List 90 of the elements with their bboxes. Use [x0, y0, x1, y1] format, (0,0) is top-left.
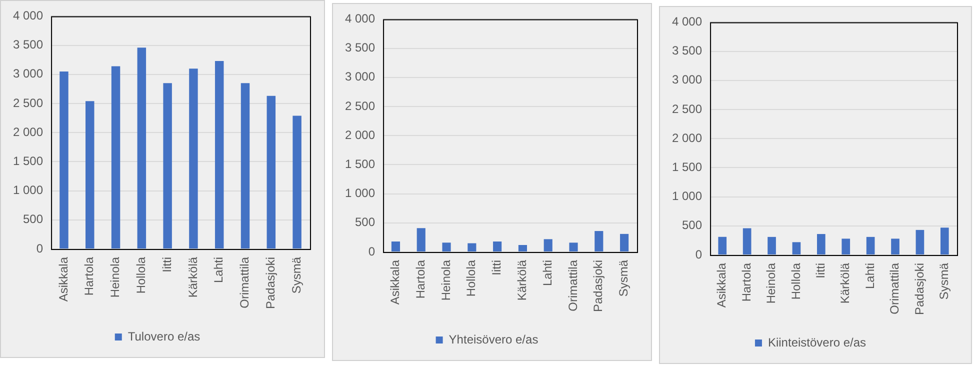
bar — [391, 241, 400, 252]
bar — [792, 242, 801, 254]
bar — [940, 228, 949, 254]
x-tick-label: Hollola — [464, 260, 478, 297]
y-tick-label: 0 — [368, 244, 376, 258]
y-tick-label: 2 500 — [13, 96, 44, 110]
y-tick-label: 1 500 — [672, 160, 702, 174]
y-tick-label: 0 — [695, 247, 702, 262]
bar — [866, 236, 875, 254]
x-tick-label: Orimattila — [566, 260, 580, 312]
x-tick-label: Hollola — [788, 262, 803, 300]
x-tick-label: Hollola — [134, 256, 148, 294]
bar — [594, 231, 604, 252]
bar — [569, 242, 578, 252]
x-tick-label: Hartola — [413, 260, 428, 299]
y-tick-label: 500 — [355, 215, 376, 230]
y-tick-label: 4 000 — [345, 12, 376, 26]
x-tick-label: Heinola — [438, 260, 453, 301]
bar — [240, 83, 250, 248]
bar — [137, 48, 146, 248]
y-tick-label: 2 000 — [345, 128, 376, 142]
bar — [86, 101, 94, 248]
bar — [266, 96, 276, 248]
x-tick-label: Kärkölä — [186, 256, 200, 298]
x-tick-label: Iitti — [813, 262, 828, 278]
x-tick-label: Heinola — [108, 256, 122, 298]
bar — [842, 238, 850, 254]
bar — [163, 83, 172, 248]
bar — [442, 242, 451, 252]
bar — [214, 61, 224, 248]
x-tick-label: Padasjoki — [591, 260, 606, 312]
x-tick-label: Iitti — [490, 260, 504, 276]
y-tick-label: 500 — [23, 212, 44, 226]
y-tick-label: 1 000 — [345, 186, 376, 200]
bar — [189, 68, 198, 248]
bar — [544, 239, 552, 252]
bar — [620, 234, 629, 252]
x-tick-label: Hartola — [82, 256, 96, 296]
x-tick-label: Asikkala — [714, 262, 729, 308]
bar — [111, 66, 120, 248]
y-tick-label: 3 500 — [345, 40, 376, 55]
y-tick-label: 1 500 — [13, 154, 44, 168]
y-tick-label: 3 000 — [13, 66, 44, 81]
y-tick-label: 1 000 — [13, 183, 44, 198]
y-tick-label: 3 000 — [345, 70, 376, 84]
x-tick-label: Lahti — [212, 256, 226, 283]
y-tick-label: 1 500 — [345, 156, 376, 171]
bar — [742, 228, 752, 254]
x-tick-label: Sysmä — [936, 262, 951, 300]
x-tick-label: Kärkölä — [515, 260, 530, 301]
bar — [891, 238, 900, 254]
bar — [718, 236, 727, 254]
bar — [60, 71, 68, 248]
legend-label: Kiinteistövero e/as — [768, 335, 866, 350]
bar — [817, 234, 826, 254]
y-tick-label: 4 000 — [672, 14, 702, 29]
bar — [916, 230, 924, 254]
x-tick-label: Orimattila — [238, 256, 252, 308]
x-tick-label: Lahti — [862, 262, 877, 289]
y-tick-label: 2 000 — [13, 124, 44, 139]
legend-label: Yhteisövero e/as — [448, 332, 538, 346]
y-tick-label: 500 — [682, 218, 702, 232]
x-tick-label: Heinola — [764, 262, 778, 304]
x-tick-label: Iitti — [160, 256, 174, 272]
x-tick-label: Padasjoki — [263, 256, 278, 309]
bar — [468, 243, 476, 252]
y-tick-label: 3 500 — [672, 44, 702, 58]
y-tick-label: 3 000 — [672, 72, 702, 87]
bar — [416, 228, 426, 252]
x-tick-label: Asikkala — [388, 260, 402, 305]
y-tick-label: 1 000 — [672, 189, 702, 204]
bar — [518, 244, 527, 252]
x-tick-label: Sysmä — [616, 260, 631, 297]
x-tick-label: Sysmä — [289, 256, 304, 294]
y-tick-label: 2 500 — [672, 102, 702, 116]
x-tick-label: Kärkölä — [838, 262, 852, 304]
legend-label: Tulovero e/as — [128, 329, 200, 344]
bar — [292, 116, 302, 248]
bar — [493, 241, 502, 252]
x-tick-label: Hartola — [739, 262, 754, 302]
y-tick-label: 2 000 — [672, 130, 702, 145]
y-tick-label: 4 000 — [13, 8, 44, 23]
y-tick-label: 3 500 — [13, 38, 44, 52]
y-tick-label: 0 — [36, 241, 44, 256]
x-tick-label: Orimattila — [888, 262, 902, 314]
y-tick-label: 2 500 — [345, 98, 376, 113]
x-tick-label: Asikkala — [56, 256, 70, 302]
x-tick-label: Lahti — [540, 260, 554, 286]
bar — [768, 236, 776, 254]
x-tick-label: Padasjoki — [912, 262, 926, 315]
